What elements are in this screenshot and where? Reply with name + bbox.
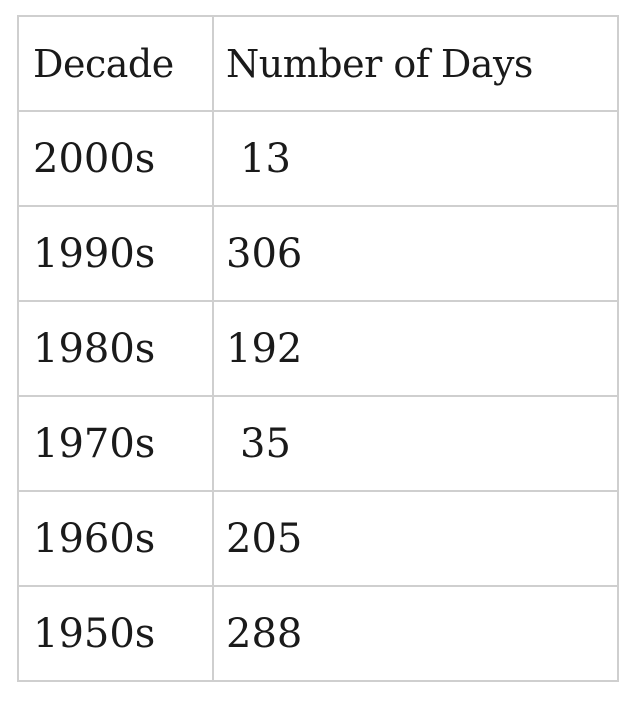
days-cell: 13 (212, 110, 619, 207)
table-row: 1950s 288 (17, 585, 619, 682)
days-cell: 205 (212, 490, 619, 587)
table-row: 1960s 205 (17, 490, 619, 587)
days-cell: 288 (212, 585, 619, 682)
decade-cell: 2000s (17, 110, 214, 207)
table-row: 1990s 306 (17, 205, 619, 302)
decade-cell: 1970s (17, 395, 214, 492)
decade-cell: 1950s (17, 585, 214, 682)
table-row: 1970s 35 (17, 395, 619, 492)
header-number-of-days: Number of Days (212, 15, 619, 112)
table-row: 2000s 13 (17, 110, 619, 207)
decade-cell: 1990s (17, 205, 214, 302)
decade-cell: 1960s (17, 490, 214, 587)
days-cell: 192 (212, 300, 619, 397)
days-cell: 35 (212, 395, 619, 492)
decade-days-table: Decade Number of Days 2000s 13 1990s 306… (17, 15, 619, 682)
table-row: 1980s 192 (17, 300, 619, 397)
days-cell: 306 (212, 205, 619, 302)
header-row: Decade Number of Days (17, 15, 619, 112)
header-decade: Decade (17, 15, 214, 112)
decade-cell: 1980s (17, 300, 214, 397)
